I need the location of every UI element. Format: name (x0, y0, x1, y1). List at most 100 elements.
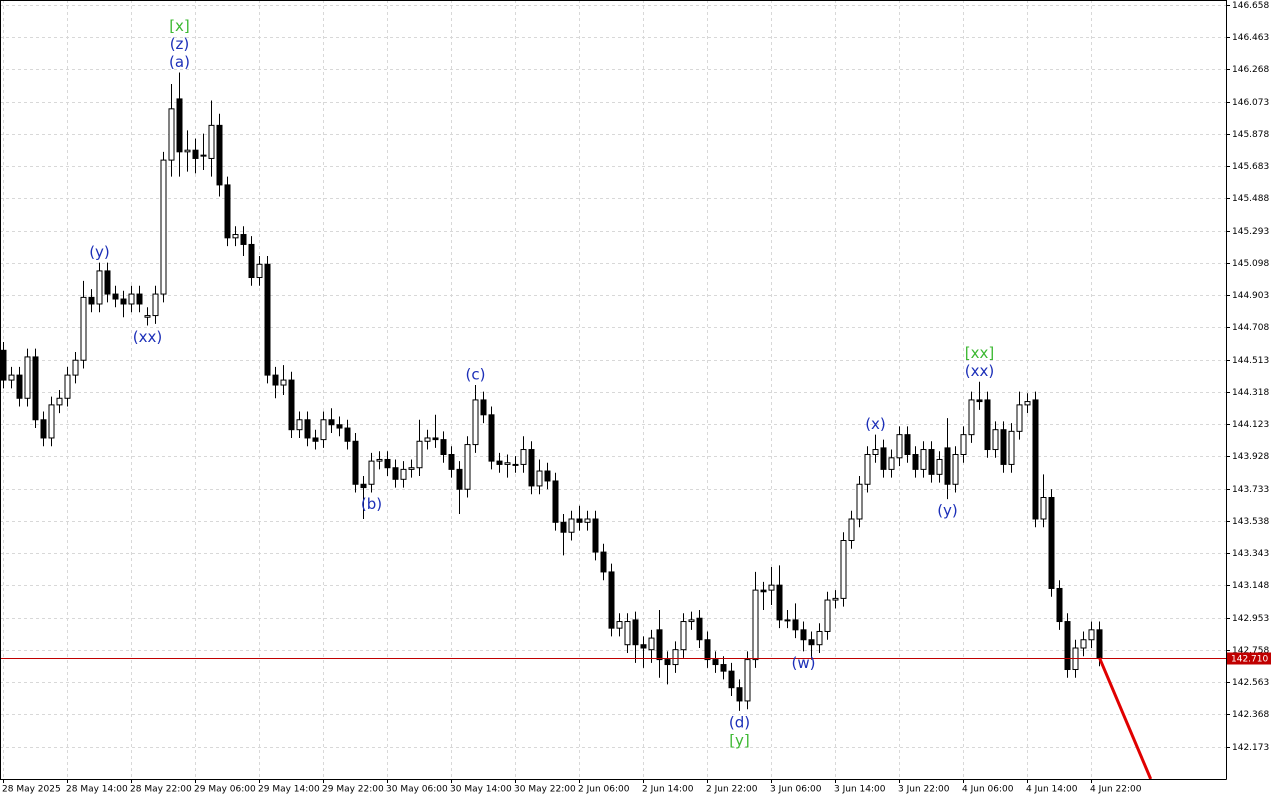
candle-body (432, 437, 439, 441)
wave-label: [xx] (965, 344, 994, 362)
candle-body (928, 449, 935, 475)
candle-body (1048, 497, 1055, 589)
candle-body (1032, 399, 1039, 520)
candle-body (240, 234, 247, 245)
x-tick-label: 3 Jun 06:00 (770, 785, 822, 795)
candle-body (0, 349, 7, 381)
y-tick-label: 145.098 (1232, 259, 1269, 269)
candle-body (656, 629, 663, 661)
candle-body (1080, 639, 1087, 649)
candle-body (768, 584, 775, 591)
candle-body (48, 404, 55, 439)
y-tick-label: 143.538 (1232, 517, 1269, 527)
y-tick-label: 144.903 (1232, 291, 1269, 301)
candle-body (32, 356, 39, 421)
wave-label: (d) (729, 713, 750, 731)
x-tick-label: 2 Jun 06:00 (578, 785, 630, 795)
y-tick-label: 143.733 (1232, 485, 1269, 495)
candle-body (120, 298, 127, 305)
candle-body (456, 468, 463, 490)
candle-body (960, 434, 967, 455)
y-tick-label: 146.268 (1232, 65, 1269, 75)
candle-body (648, 637, 655, 651)
x-tick-label: 4 Jun 06:00 (962, 785, 1014, 795)
candle-body (512, 463, 519, 466)
wave-label: (a) (169, 53, 190, 71)
candle-body (976, 399, 983, 403)
candle-body (952, 453, 959, 485)
candle-body (208, 124, 215, 159)
wave-label: [y] (729, 731, 750, 749)
candle-body (544, 470, 551, 482)
candle-body (1008, 430, 1015, 465)
wave-label: (x) (865, 415, 886, 433)
candle-body (280, 379, 287, 386)
x-tick-label: 29 May 14:00 (258, 785, 320, 795)
candle-body (936, 458, 943, 475)
y-tick-label: 145.293 (1232, 227, 1269, 237)
candle-body (568, 518, 575, 533)
candle-body (1096, 629, 1103, 659)
wave-label: (c) (466, 366, 486, 384)
y-tick-label: 142.368 (1232, 710, 1269, 720)
candle-body (944, 447, 951, 485)
candle-body (296, 419, 303, 431)
candle-body (336, 424, 343, 429)
wave-label: (y) (89, 243, 110, 261)
candle-body (256, 263, 263, 279)
candle-body (1024, 401, 1031, 406)
candle-body (848, 518, 855, 542)
candle-body (896, 434, 903, 459)
candle-body (344, 427, 351, 442)
candle-body (560, 521, 567, 533)
y-tick-label: 144.123 (1232, 420, 1269, 430)
y-tick-label: 146.073 (1232, 98, 1269, 108)
candle-body (712, 659, 719, 666)
candle-body (600, 551, 607, 573)
candle-body (8, 374, 15, 381)
candle-body (160, 159, 167, 295)
candle-body (696, 617, 703, 641)
candle-body (816, 630, 823, 646)
candle-body (248, 243, 255, 279)
candle-body (880, 447, 887, 470)
candle-body (536, 470, 543, 487)
candle-body (552, 480, 559, 523)
y-tick-label: 146.658 (1232, 1, 1269, 11)
x-tick-label: 28 May 14:00 (66, 785, 128, 795)
x-tick-label: 2 Jun 14:00 (642, 785, 694, 795)
candle-body (1088, 629, 1095, 641)
candle-body (360, 483, 367, 489)
candle-body (400, 468, 407, 480)
candle-body (704, 639, 711, 661)
candle-body (624, 621, 631, 646)
candle-body (632, 619, 639, 646)
candle-body (888, 457, 895, 470)
candle-body (840, 540, 847, 599)
candle-body (184, 149, 191, 153)
x-tick-label: 29 May 06:00 (194, 785, 256, 795)
candle-body (504, 462, 511, 465)
wave-label: [x] (169, 17, 190, 35)
candle-body (448, 453, 455, 470)
candle-body (224, 184, 231, 239)
x-tick-label: 29 May 22:00 (322, 785, 384, 795)
y-tick-label: 142.953 (1232, 614, 1269, 624)
candle-body (232, 234, 239, 239)
candle-body (856, 483, 863, 520)
wave-label: (b) (361, 495, 382, 513)
x-tick-label: 3 Jun 14:00 (834, 785, 886, 795)
candle-body (320, 419, 327, 441)
candle-body (760, 589, 767, 593)
x-tick-label: 2 Jun 22:00 (706, 785, 758, 795)
candle-body (328, 419, 335, 426)
candle-body (376, 458, 383, 462)
y-tick-label: 143.928 (1232, 452, 1269, 462)
candle-body (584, 518, 591, 523)
candle-body (1040, 497, 1047, 520)
candle-body (800, 629, 807, 641)
candle-body (312, 437, 319, 442)
x-tick-label: 30 May 14:00 (450, 785, 512, 795)
candle-body (664, 659, 671, 666)
